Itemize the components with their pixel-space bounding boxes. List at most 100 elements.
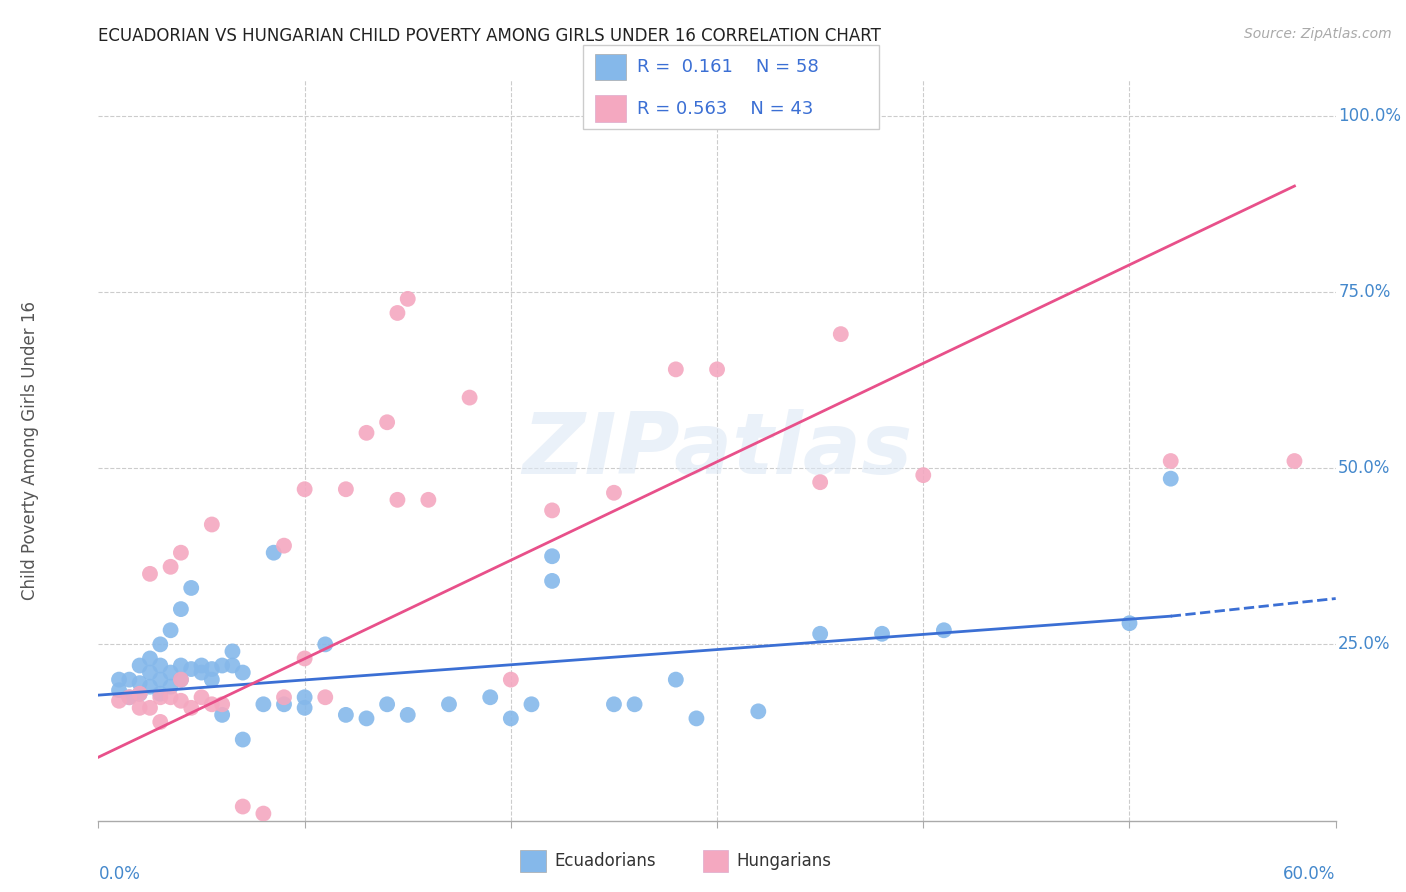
Point bbox=[159, 624, 181, 638]
Point bbox=[149, 637, 172, 651]
Text: 75.0%: 75.0% bbox=[1339, 283, 1391, 301]
Point bbox=[128, 701, 150, 715]
Point bbox=[603, 485, 626, 500]
Point bbox=[1118, 616, 1140, 631]
Point bbox=[211, 698, 233, 712]
Point bbox=[232, 665, 254, 680]
Point bbox=[180, 581, 202, 595]
Point bbox=[912, 468, 935, 483]
Text: 60.0%: 60.0% bbox=[1284, 865, 1336, 883]
Text: Child Poverty Among Girls Under 16: Child Poverty Among Girls Under 16 bbox=[21, 301, 39, 600]
Point bbox=[603, 698, 626, 712]
Point bbox=[170, 602, 193, 616]
Point bbox=[541, 503, 564, 517]
Text: ZIPatlas: ZIPatlas bbox=[522, 409, 912, 492]
Point bbox=[685, 711, 707, 725]
Point bbox=[159, 559, 181, 574]
Point bbox=[263, 546, 285, 560]
Point bbox=[170, 658, 193, 673]
Point bbox=[387, 492, 409, 507]
Point bbox=[706, 362, 728, 376]
Text: Source: ZipAtlas.com: Source: ZipAtlas.com bbox=[1244, 27, 1392, 41]
Point bbox=[118, 690, 141, 705]
Point bbox=[149, 690, 172, 705]
Point bbox=[211, 658, 233, 673]
Point bbox=[118, 690, 141, 705]
Point bbox=[932, 624, 955, 638]
Text: 0.0%: 0.0% bbox=[98, 865, 141, 883]
Point bbox=[375, 415, 398, 429]
Text: 100.0%: 100.0% bbox=[1339, 106, 1402, 125]
Point bbox=[1160, 454, 1182, 468]
Point bbox=[159, 690, 181, 705]
Point bbox=[273, 690, 295, 705]
Point bbox=[273, 698, 295, 712]
Point bbox=[149, 673, 172, 687]
Point bbox=[541, 574, 564, 588]
Point bbox=[520, 698, 543, 712]
Point bbox=[139, 680, 162, 694]
Point bbox=[139, 651, 162, 665]
Point bbox=[128, 687, 150, 701]
Point bbox=[190, 690, 212, 705]
Point bbox=[221, 644, 243, 658]
Point bbox=[128, 658, 150, 673]
Point bbox=[335, 482, 357, 496]
Point bbox=[211, 707, 233, 722]
Point bbox=[149, 687, 172, 701]
Point bbox=[159, 680, 181, 694]
Point bbox=[201, 698, 224, 712]
Point bbox=[139, 665, 162, 680]
Point bbox=[190, 658, 212, 673]
Text: R =  0.161    N = 58: R = 0.161 N = 58 bbox=[637, 58, 818, 76]
Point bbox=[375, 698, 398, 712]
Point bbox=[128, 687, 150, 701]
Point bbox=[232, 732, 254, 747]
Point bbox=[356, 711, 378, 725]
Point bbox=[870, 627, 893, 641]
Point bbox=[314, 690, 336, 705]
Point bbox=[623, 698, 645, 712]
Point bbox=[1160, 472, 1182, 486]
Point bbox=[170, 694, 193, 708]
Point bbox=[747, 704, 769, 718]
Point bbox=[1284, 454, 1306, 468]
Point bbox=[541, 549, 564, 564]
Point bbox=[294, 651, 316, 665]
Point bbox=[294, 690, 316, 705]
Point bbox=[128, 676, 150, 690]
Text: R = 0.563    N = 43: R = 0.563 N = 43 bbox=[637, 100, 813, 118]
Point bbox=[108, 683, 131, 698]
Point bbox=[159, 665, 181, 680]
Point bbox=[170, 546, 193, 560]
Point bbox=[221, 658, 243, 673]
Point bbox=[665, 362, 688, 376]
Point bbox=[808, 475, 831, 490]
Point bbox=[665, 673, 688, 687]
Point bbox=[356, 425, 378, 440]
Point bbox=[108, 694, 131, 708]
Point bbox=[232, 799, 254, 814]
Point bbox=[139, 701, 162, 715]
Point bbox=[499, 711, 522, 725]
Point bbox=[314, 637, 336, 651]
Point bbox=[418, 492, 440, 507]
Text: ECUADORIAN VS HUNGARIAN CHILD POVERTY AMONG GIRLS UNDER 16 CORRELATION CHART: ECUADORIAN VS HUNGARIAN CHILD POVERTY AM… bbox=[98, 27, 882, 45]
Point bbox=[437, 698, 460, 712]
Point bbox=[830, 327, 852, 342]
Point bbox=[139, 566, 162, 581]
Point bbox=[335, 707, 357, 722]
Point bbox=[294, 482, 316, 496]
Point bbox=[201, 517, 224, 532]
Point bbox=[458, 391, 481, 405]
Point bbox=[180, 701, 202, 715]
Point bbox=[252, 806, 274, 821]
Point bbox=[180, 662, 202, 676]
Point bbox=[108, 673, 131, 687]
Point bbox=[273, 539, 295, 553]
Point bbox=[149, 714, 172, 729]
Point bbox=[479, 690, 502, 705]
Text: Hungarians: Hungarians bbox=[737, 852, 832, 871]
Point bbox=[387, 306, 409, 320]
Text: Ecuadorians: Ecuadorians bbox=[554, 852, 655, 871]
